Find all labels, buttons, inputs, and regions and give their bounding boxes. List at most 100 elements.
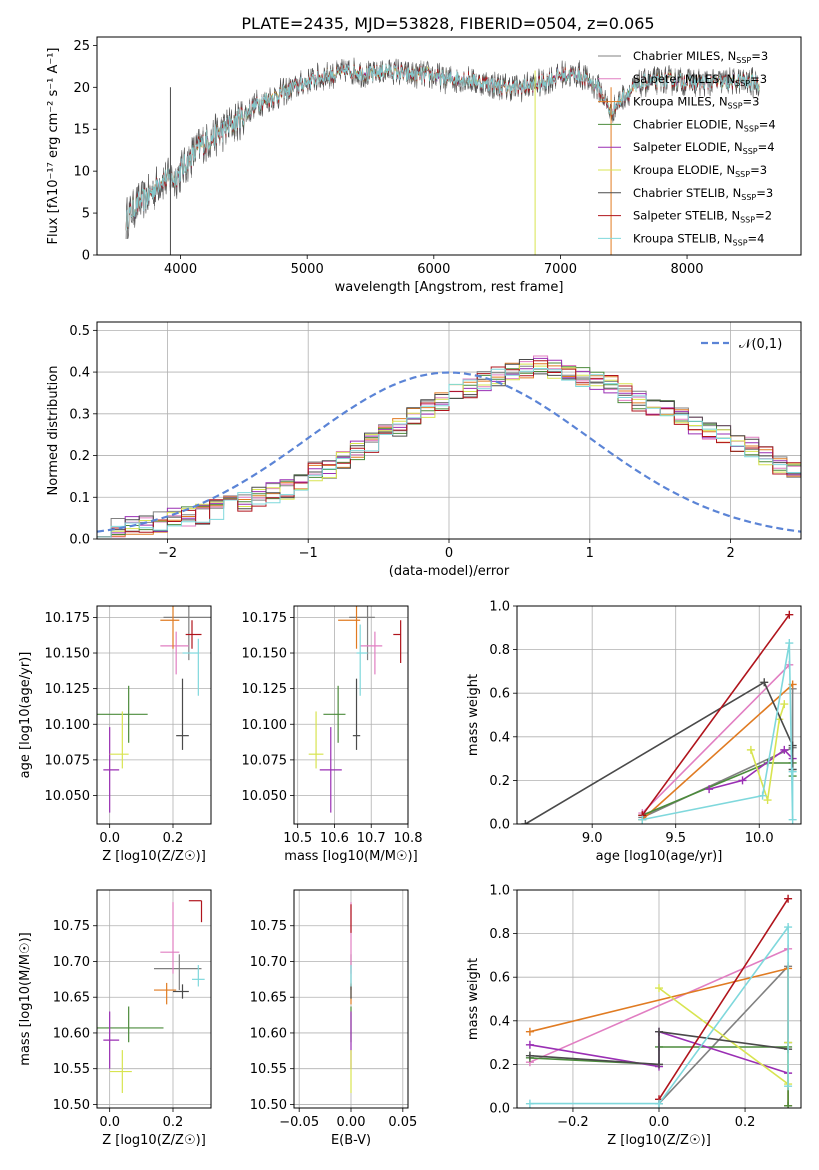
series-marker [784,923,793,932]
y-tick-label: 10.60 [250,1026,287,1041]
series-line [750,703,786,801]
x-tick-label: 10.8 [394,831,423,846]
x-tick-label: 0.0 [99,831,120,846]
data-point [188,900,203,923]
series-marker [525,1040,534,1049]
series-line [642,642,794,821]
y-tick-label: 0 [82,249,90,264]
x-tick-label: 6000 [417,262,450,277]
legend-label: Chabrier STELIB, NSSP=3 [633,186,773,202]
x-tick-label: 10.7 [357,831,386,846]
data-point [319,727,342,813]
series-marker [758,791,767,800]
plot-area [125,57,760,255]
series-marker [738,776,747,785]
series-line [641,683,794,821]
x-tick-label: 8000 [670,262,703,277]
axes-frame [293,605,409,825]
data-point [109,711,129,769]
series-marker [655,984,663,993]
y-tick-label: 10.175 [45,611,91,626]
plot-area [97,606,211,813]
spectrum-line [125,63,760,231]
series-marker [746,745,755,754]
x-tick-label: 7000 [544,262,577,277]
data-point [103,727,120,813]
legend-label: Kroupa MILES, NSSP=3 [633,95,759,111]
histogram-step [97,360,801,538]
x-axis-label: Z [log10(Z/Z☉)] [102,849,206,864]
x-axis-label: mass [log10(M/M☉)] [284,849,417,864]
series-marker [525,1099,534,1108]
y-tick-label: 10.150 [45,647,91,662]
series-line [658,898,789,1100]
series-marker [760,678,769,687]
data-point [97,1006,164,1043]
y-axis-label: age [log10(age/yr)] [18,652,33,779]
histogram-step [97,359,801,538]
series-marker [525,1051,534,1060]
x-tick-label: 10.5 [283,831,312,846]
data-point [154,954,202,991]
panel-spectrum: Chabrier MILES, NSSP=3 Salpeter MILES, NS… [46,36,802,295]
series-marker [521,820,530,824]
y-tick-label: 10.50 [250,1098,287,1113]
y-tick-label: 10.75 [250,919,287,934]
series-line [524,681,794,824]
series-marker [780,700,789,709]
histogram-step [97,357,801,538]
x-tick-label: 1 [586,546,594,561]
y-tick-label: 10.75 [53,919,90,934]
y-tick-label: 10.70 [53,955,90,970]
y-tick-label: 10 [73,165,90,180]
data-point [160,631,189,675]
y-tick-label: 10.100 [242,718,288,733]
x-tick-label: 0.2 [735,1115,756,1130]
data-point [97,685,148,743]
y-tick-label: 10.075 [242,753,288,768]
x-tick-label: 0 [445,546,453,561]
series-line [641,664,790,814]
data-point [308,711,324,769]
series-marker [655,1099,663,1108]
panel-massweight_vs_age: 9.0 9.5 10.0 0.0 0.2 0.4 0.6 0.8 1.0 age [log10(a… [466,600,802,864]
y-tick-label: 15 [73,123,90,138]
y-tick-label: 10.50 [53,1098,90,1113]
axes-frame [96,605,212,825]
y-tick-label: 0.0 [69,533,90,548]
series-marker [785,610,794,619]
data-point [323,685,346,743]
histogram-step [97,362,801,538]
y-tick-label: 0.2 [489,774,510,789]
series-marker [655,1027,663,1036]
data-point [393,620,402,663]
histogram-step [97,362,801,538]
y-tick-label: 0.2 [69,449,90,464]
series-marker [788,767,797,776]
x-tick-label: 5000 [291,262,324,277]
y-tick-label: 25 [73,39,90,54]
plot-area [97,900,205,1093]
data-point [160,606,180,649]
series-marker [785,639,794,648]
data-point [185,620,202,649]
data-point [356,624,368,696]
y-tick-label: 10.125 [45,682,91,697]
y-tick-label: 10.050 [45,789,91,804]
x-axis-label: Z [log10(Z/Z☉)] [607,1133,711,1148]
y-tick-label: 0.5 [69,324,90,339]
x-tick-label: −0.2 [557,1115,589,1130]
data-point [182,638,199,696]
axes-frame [96,36,802,256]
y-axis-label: mass weight [466,958,481,1040]
x-axis-label: (data-model)/error [389,564,510,579]
plot-area [97,355,801,538]
y-tick-label: 0.8 [489,643,510,658]
x-tick-label: −0.05 [279,1115,319,1130]
x-tick-label: 10.6 [320,831,349,846]
y-tick-label: 10.050 [242,789,288,804]
y-tick-label: 10.55 [53,1062,90,1077]
series-line [529,948,789,1063]
x-axis-label: E(B-V) [331,1133,371,1148]
x-tick-label: 9.5 [665,831,686,846]
